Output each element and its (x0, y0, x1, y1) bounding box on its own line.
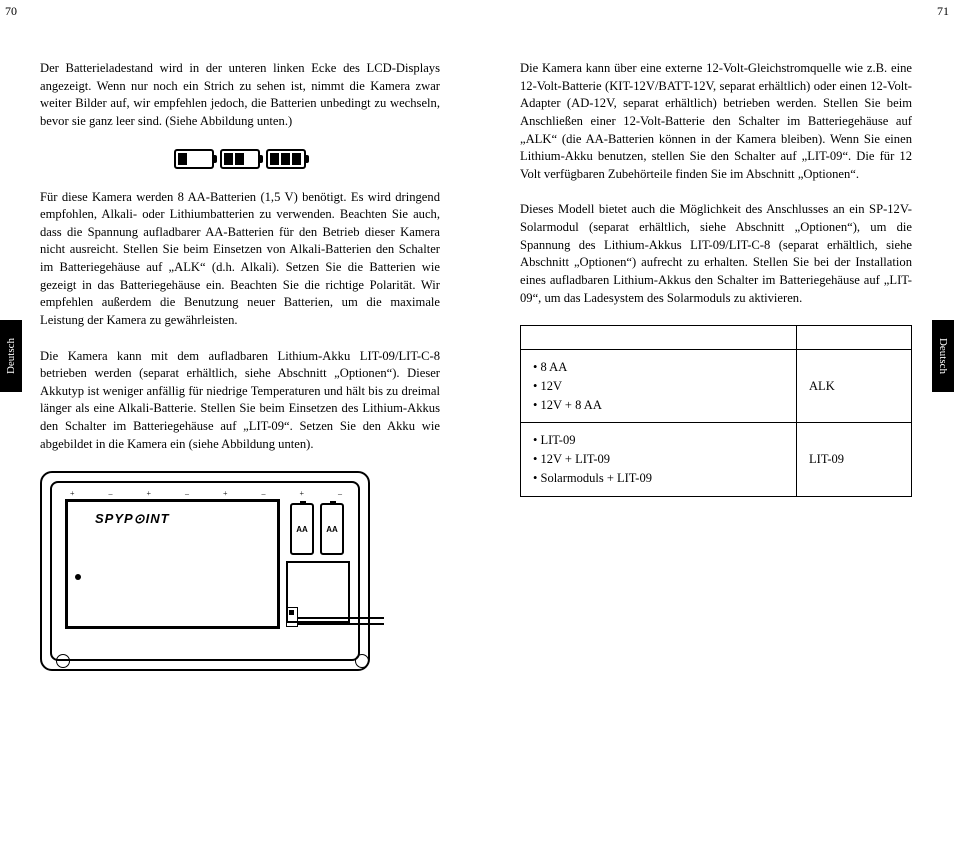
page-number-left: 70 (5, 4, 17, 19)
table-row: • LIT-09 • 12V + LIT-09 • Solarmoduls + … (521, 423, 912, 496)
aa-battery-icon: AA (320, 503, 344, 555)
camera-battery-diagram: + – + – + – + – SPYP⊙INT AA AA (40, 471, 385, 676)
page-number-right: 71 (937, 4, 949, 19)
language-tab-left: Deutsch (0, 320, 22, 392)
paragraph: Für diese Kamera werden 8 AA-Batterien (… (40, 189, 440, 330)
table-cell-options: • 8 AA • 12V • 12V + 8 AA (521, 350, 797, 423)
table-header (797, 326, 912, 350)
battery-level-illustration (40, 149, 440, 169)
aa-battery-icon: AA (290, 503, 314, 555)
right-page-content: Die Kamera kann über eine externe 12-Vol… (520, 60, 912, 497)
paragraph: Dieses Modell bietet auch die Möglichkei… (520, 201, 912, 307)
table-header (521, 326, 797, 350)
paragraph: Die Kamera kann über eine externe 12-Vol… (520, 60, 912, 183)
camera-logo: SPYP⊙INT (95, 511, 170, 527)
battery-icon-2bar (220, 149, 260, 169)
table-row: • 8 AA • 12V • 12V + 8 AA ALK (521, 350, 912, 423)
language-tab-right: Deutsch (932, 320, 954, 392)
paragraph: Die Kamera kann mit dem aufladbaren Lith… (40, 348, 440, 454)
battery-icon-1bar (174, 149, 214, 169)
switch-icon (286, 607, 298, 627)
table-cell-setting: LIT-09 (797, 423, 912, 496)
left-page-content: Der Batterieladestand wird in der untere… (40, 60, 440, 676)
power-options-table: • 8 AA • 12V • 12V + 8 AA ALK • LIT-09 •… (520, 325, 912, 497)
paragraph: Der Batterieladestand wird in der untere… (40, 60, 440, 131)
table-cell-options: • LIT-09 • 12V + LIT-09 • Solarmoduls + … (521, 423, 797, 496)
battery-icon-3bar (266, 149, 306, 169)
table-cell-setting: ALK (797, 350, 912, 423)
